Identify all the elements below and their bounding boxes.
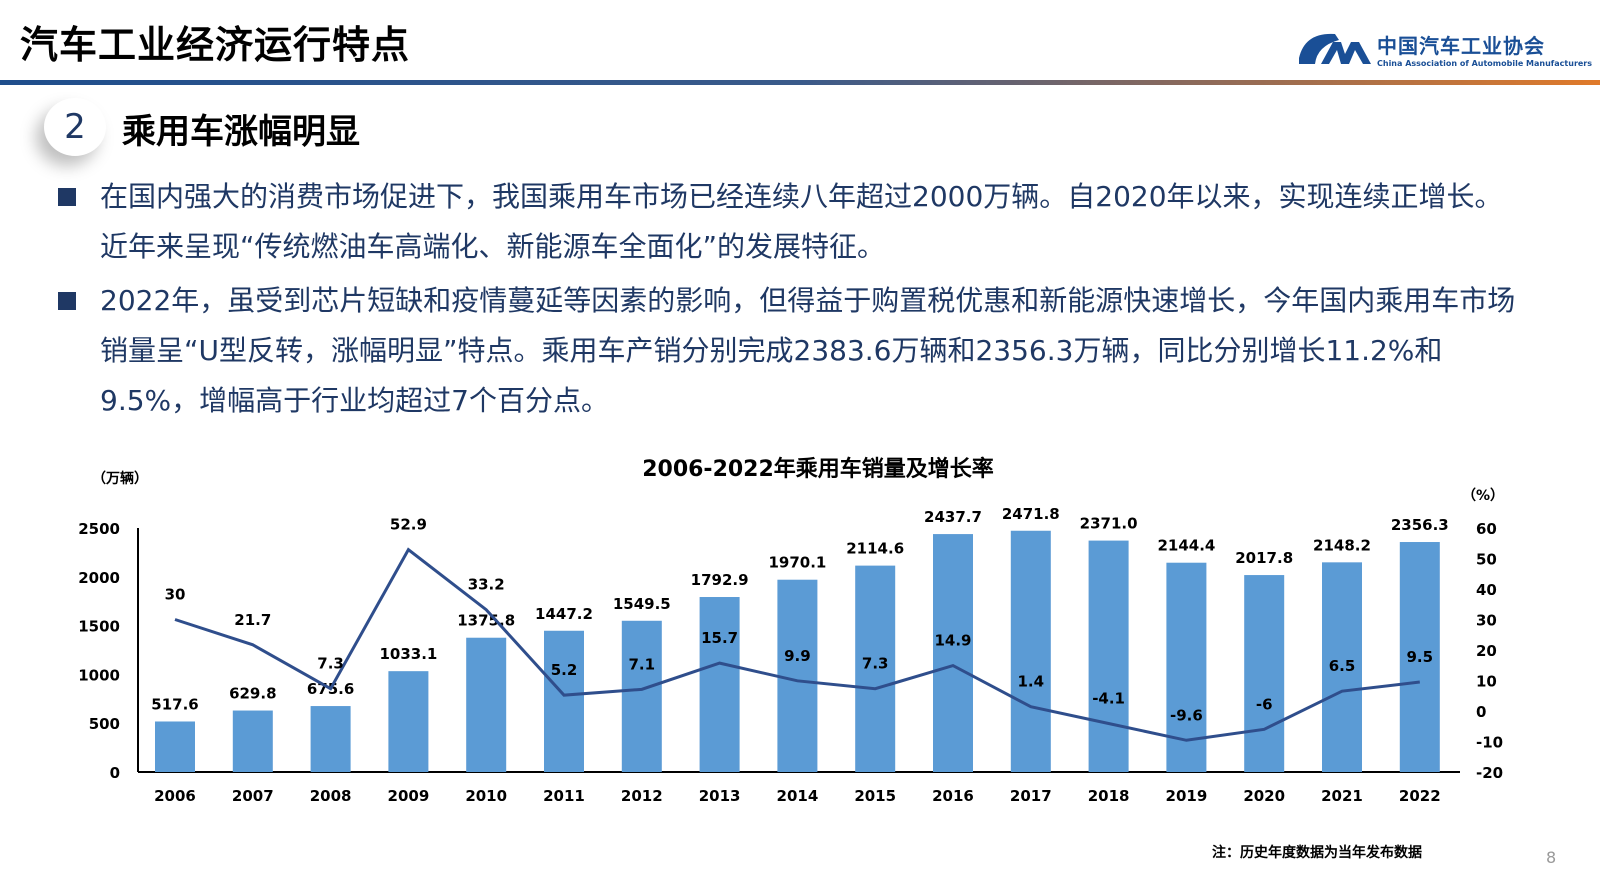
x-tick-label: 2016 — [932, 787, 974, 805]
bar — [155, 721, 195, 772]
line-data-label: 15.7 — [701, 629, 738, 647]
x-tick-label: 2019 — [1166, 787, 1208, 805]
y-axis-label: （万辆） — [92, 470, 148, 487]
bullet-item: 在国内强大的消费市场促进下，我国乘用车市场已经连续八年超过2000万辆。自202… — [58, 172, 1518, 272]
line-data-label: 14.9 — [934, 632, 971, 650]
slide-title: 汽车工业经济运行特点 — [20, 23, 411, 67]
bar — [1322, 562, 1362, 772]
line-data-label: 7.1 — [629, 655, 656, 673]
x-tick-label: 2020 — [1243, 787, 1285, 805]
line-data-label: -4.1 — [1092, 690, 1125, 708]
line-data-label: 7.3 — [317, 655, 344, 673]
x-tick-label: 2014 — [777, 787, 819, 805]
logo-text-cn: 中国汽车工业协会 — [1377, 34, 1545, 58]
bar-data-label: 1447.2 — [535, 605, 593, 623]
bar-data-label: 2148.2 — [1313, 536, 1371, 554]
bar — [699, 597, 740, 772]
y-tick-label: 2500 — [78, 520, 120, 538]
y2-tick-label: 30 — [1476, 612, 1497, 630]
y-tick-label: 500 — [89, 715, 120, 733]
y2-tick-label: 20 — [1476, 642, 1497, 660]
bar-data-label: 629.8 — [229, 685, 276, 703]
bar — [544, 630, 584, 772]
logo-text-en: China Association of Automobile Manufact… — [1377, 59, 1593, 68]
y2-tick-label: 50 — [1476, 551, 1497, 569]
bar-data-label: 2144.4 — [1157, 537, 1215, 555]
line-data-label: 21.7 — [234, 611, 271, 629]
header-divider — [0, 80, 1600, 85]
bar — [777, 579, 818, 772]
bar-data-label: 1549.5 — [613, 595, 671, 613]
y-tick-label: 0 — [110, 764, 120, 782]
bar-data-label: 1033.1 — [379, 645, 437, 663]
bar-data-label: 1792.9 — [691, 571, 749, 589]
x-tick-label: 2012 — [621, 787, 663, 805]
bar — [1010, 530, 1051, 772]
x-tick-label: 2007 — [232, 787, 274, 805]
y2-tick-label: 10 — [1476, 673, 1497, 691]
x-tick-label: 2010 — [465, 787, 507, 805]
bar — [1088, 540, 1129, 772]
x-tick-label: 2008 — [310, 787, 352, 805]
bar-data-label: 1970.1 — [768, 554, 826, 572]
x-tick-label: 2006 — [154, 787, 196, 805]
bar — [621, 620, 662, 772]
line-data-label: 33.2 — [468, 576, 505, 594]
line-data-label: 5.2 — [551, 661, 578, 679]
chart-title: 2006-2022年乘用车销量及增长率 — [642, 456, 994, 482]
section-number: 2 — [44, 98, 106, 156]
line-data-label: 6.5 — [1329, 657, 1356, 675]
x-tick-label: 2013 — [699, 787, 741, 805]
x-tick-label: 2009 — [388, 787, 430, 805]
y2-tick-label: 40 — [1476, 581, 1497, 599]
y-tick-label: 1000 — [78, 666, 120, 684]
line-data-label: -9.6 — [1170, 706, 1203, 724]
bar-data-label: 2437.7 — [924, 508, 982, 526]
bar-data-label: 2471.8 — [1002, 505, 1060, 523]
y2-axis-label: （%） — [1462, 488, 1504, 504]
bar — [232, 710, 273, 772]
y2-tick-label: 0 — [1476, 703, 1486, 721]
y2-tick-label: -10 — [1476, 734, 1503, 752]
y2-tick-label: 60 — [1476, 520, 1497, 538]
bar — [466, 637, 507, 772]
x-tick-label: 2011 — [543, 787, 585, 805]
y2-tick-label: -20 — [1476, 764, 1503, 782]
bullet-item: 2022年，虽受到芯片短缺和疫情蔓延等因素的影响，但得益于购置税优惠和新能源快速… — [58, 276, 1518, 426]
x-tick-label: 2015 — [854, 787, 896, 805]
line-data-label: 30 — [165, 586, 186, 604]
line-data-label: 52.9 — [390, 516, 427, 534]
growth-line — [174, 547, 1420, 742]
caam-logo-icon — [1299, 33, 1371, 64]
line-data-label: -6 — [1256, 695, 1273, 713]
x-tick-label: 2021 — [1321, 787, 1363, 805]
caam-logo: 中国汽车工业协会 China Association of Automobile… — [1295, 28, 1595, 73]
y-tick-label: 2000 — [78, 569, 120, 587]
bullet-list: 在国内强大的消费市场促进下，我国乘用车市场已经连续八年超过2000万辆。自202… — [58, 172, 1518, 430]
bar-data-label: 517.6 — [151, 695, 198, 713]
bar — [855, 565, 896, 772]
bar — [1244, 575, 1285, 772]
section-title: 乘用车涨幅明显 — [122, 112, 360, 152]
bar-data-label: 1375.8 — [457, 612, 515, 630]
x-tick-label: 2022 — [1399, 787, 1441, 805]
bar — [933, 534, 973, 772]
bar-data-label: 2371.0 — [1080, 515, 1138, 533]
line-data-label: 9.9 — [784, 647, 811, 665]
bar-data-label: 2017.8 — [1235, 549, 1293, 567]
bar — [1399, 542, 1440, 772]
line-data-label: 1.4 — [1018, 673, 1045, 691]
line-data-label: 7.3 — [862, 655, 889, 673]
line-data-label: 9.5 — [1407, 648, 1434, 666]
bar-data-label: 2356.3 — [1391, 516, 1449, 534]
bar — [310, 706, 351, 772]
chart-note: 注：历史年度数据为当年发布数据 — [1212, 845, 1422, 861]
bar — [388, 671, 429, 772]
x-tick-label: 2018 — [1088, 787, 1130, 805]
y-tick-label: 1500 — [78, 618, 120, 636]
bar-data-label: 2114.6 — [846, 540, 904, 558]
page-number: 8 — [1546, 848, 1557, 867]
x-tick-label: 2017 — [1010, 787, 1052, 805]
